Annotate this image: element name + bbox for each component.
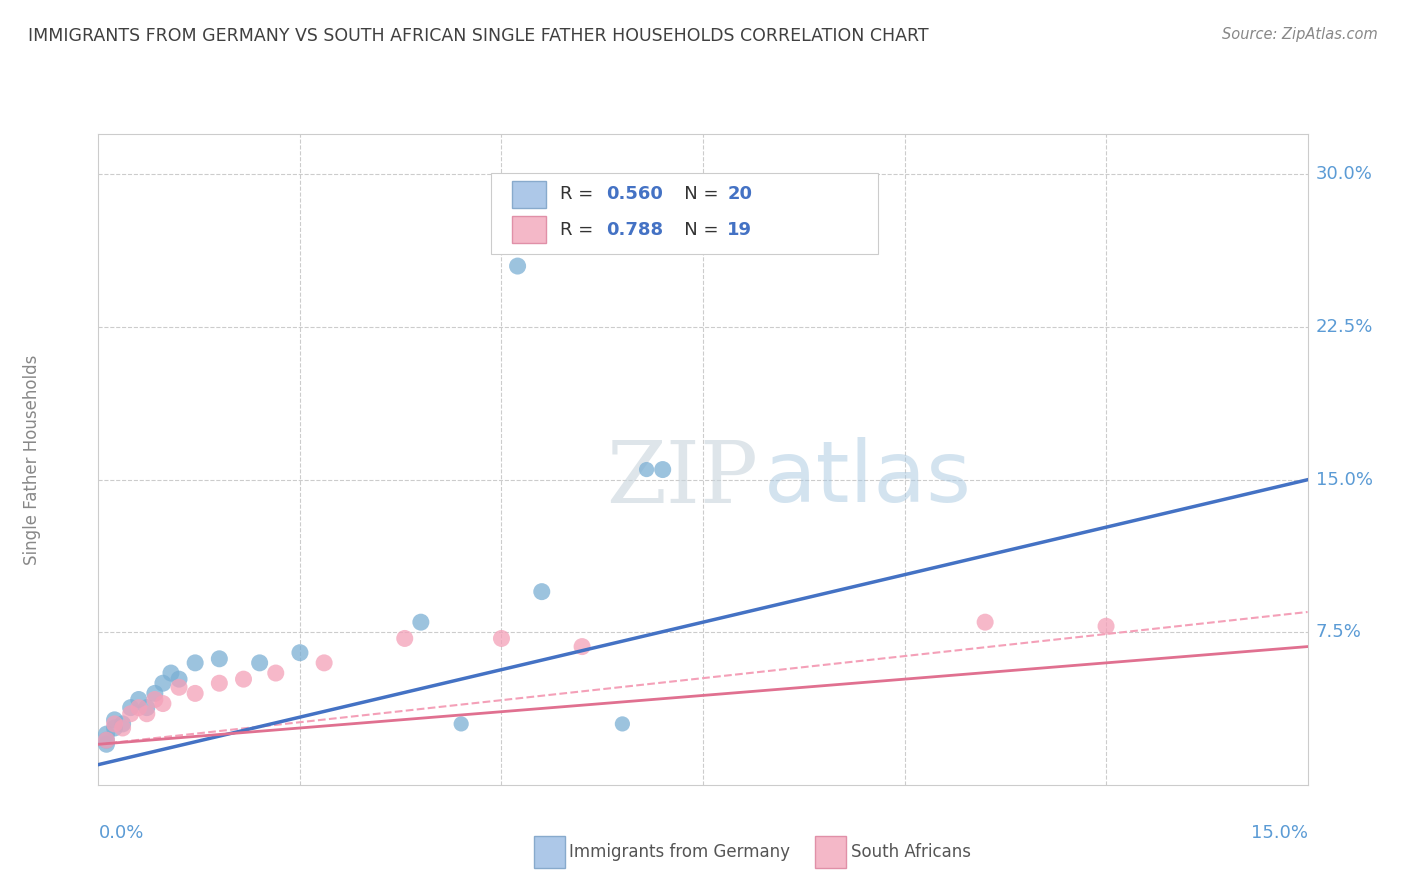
FancyBboxPatch shape <box>512 181 546 208</box>
Point <box>96 727 118 741</box>
Point <box>96 733 118 747</box>
Text: R =: R = <box>561 220 599 238</box>
Text: 15.0%: 15.0% <box>1316 471 1372 489</box>
Point <box>409 615 432 630</box>
Text: 0.0%: 0.0% <box>98 824 143 842</box>
Point <box>167 672 190 686</box>
Point <box>143 692 166 706</box>
Point <box>167 680 190 694</box>
Point <box>135 700 157 714</box>
Point <box>96 733 118 747</box>
Text: South Africans: South Africans <box>851 843 970 861</box>
Point <box>184 656 207 670</box>
Text: N =: N = <box>666 220 724 238</box>
Point <box>1095 619 1118 633</box>
Text: Single Father Households: Single Father Households <box>22 354 41 565</box>
Text: atlas: atlas <box>763 437 972 520</box>
Point <box>111 721 134 735</box>
Point <box>491 632 513 646</box>
Point <box>152 676 174 690</box>
Point <box>506 259 529 273</box>
Point <box>394 632 416 646</box>
Point <box>450 717 472 731</box>
Point <box>184 686 207 700</box>
Text: 19: 19 <box>727 220 752 238</box>
Text: 0.788: 0.788 <box>606 220 664 238</box>
Point <box>128 692 150 706</box>
Point <box>249 656 271 670</box>
Point <box>128 700 150 714</box>
Point <box>160 666 183 681</box>
Text: IMMIGRANTS FROM GERMANY VS SOUTH AFRICAN SINGLE FATHER HOUSEHOLDS CORRELATION CH: IMMIGRANTS FROM GERMANY VS SOUTH AFRICAN… <box>28 27 929 45</box>
Point <box>636 462 658 476</box>
Point <box>103 717 125 731</box>
Text: Immigrants from Germany: Immigrants from Germany <box>569 843 790 861</box>
Point <box>232 672 254 686</box>
Text: 30.0%: 30.0% <box>1316 166 1372 184</box>
Text: 20: 20 <box>727 186 752 203</box>
Point <box>120 706 142 721</box>
Point <box>651 462 673 476</box>
Point <box>120 700 142 714</box>
Text: R =: R = <box>561 186 599 203</box>
Text: 0.560: 0.560 <box>606 186 664 203</box>
Point <box>530 584 553 599</box>
Point <box>314 656 336 670</box>
Text: 15.0%: 15.0% <box>1250 824 1308 842</box>
Text: Source: ZipAtlas.com: Source: ZipAtlas.com <box>1222 27 1378 42</box>
Point <box>612 717 634 731</box>
Point <box>974 615 997 630</box>
Point <box>96 737 118 751</box>
Point <box>111 717 134 731</box>
Point <box>571 640 593 654</box>
Text: N =: N = <box>666 186 724 203</box>
Point <box>143 686 166 700</box>
FancyBboxPatch shape <box>492 173 879 254</box>
Point <box>103 721 125 735</box>
Text: 22.5%: 22.5% <box>1316 318 1374 336</box>
Text: 7.5%: 7.5% <box>1316 624 1362 641</box>
Point <box>208 676 231 690</box>
Point <box>135 706 157 721</box>
FancyBboxPatch shape <box>512 216 546 244</box>
Text: ZIP: ZIP <box>606 437 758 521</box>
Point <box>152 697 174 711</box>
Point <box>208 652 231 666</box>
Point <box>103 713 125 727</box>
Point <box>288 646 311 660</box>
Point <box>264 666 287 681</box>
